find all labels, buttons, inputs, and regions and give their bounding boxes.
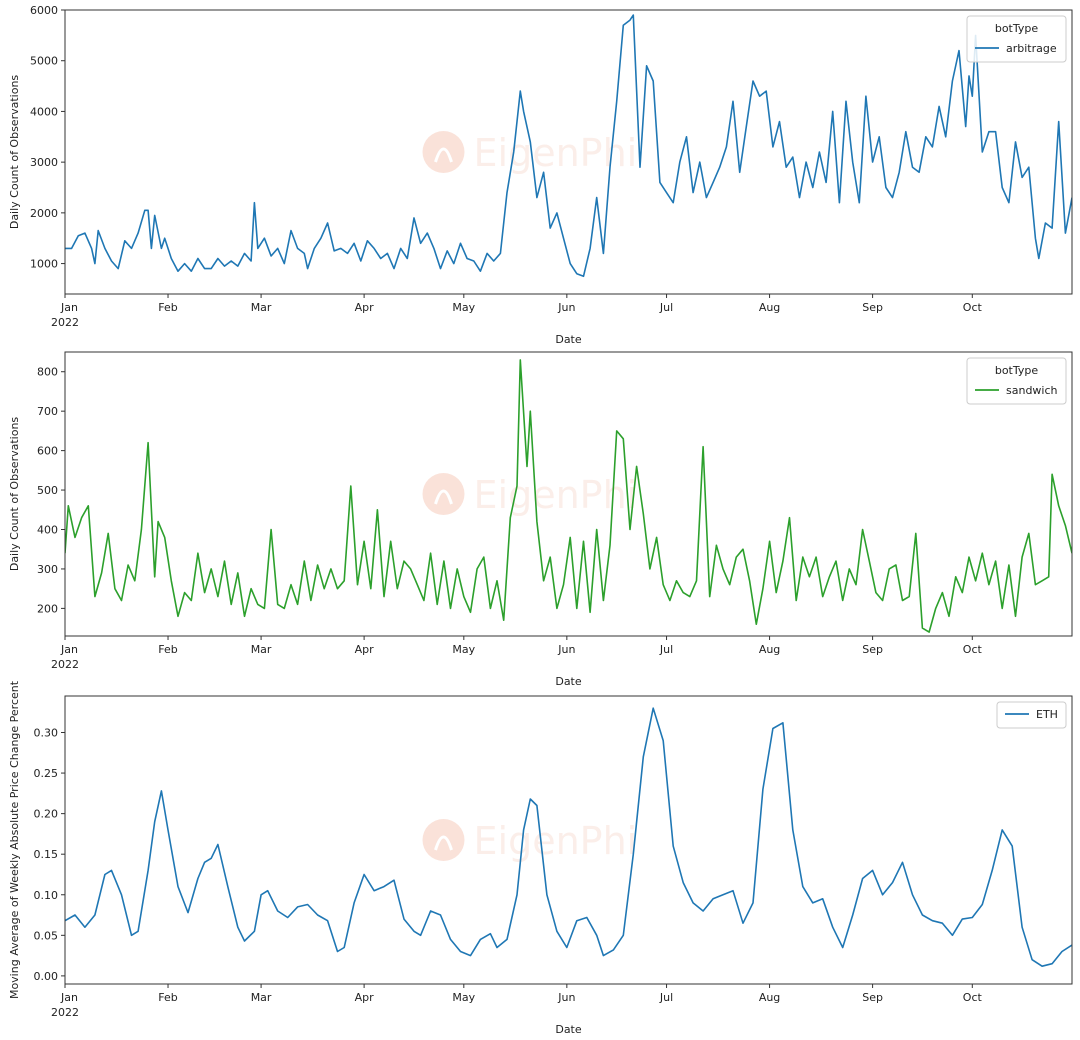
y-tick-label: 400	[37, 524, 58, 537]
x-tick-label: Jan	[60, 301, 78, 314]
x-tick-label: May	[452, 991, 475, 1004]
legend-label: sandwich	[1006, 384, 1058, 397]
x-year-label: 2022	[51, 658, 79, 671]
watermark-logo-mark	[434, 835, 453, 851]
x-tick-label: Oct	[963, 991, 983, 1004]
x-tick-label: Mar	[251, 643, 272, 656]
y-tick-label: 0.15	[34, 848, 59, 861]
x-tick-label: Jul	[659, 301, 673, 314]
watermark-text: EigenPhi	[474, 473, 638, 517]
x-tick-label: Jan	[60, 643, 78, 656]
series-line-eth	[65, 707, 1072, 967]
x-tick-label: Jun	[557, 991, 575, 1004]
watermark: EigenPhi	[422, 473, 638, 517]
x-tick-label: Sep	[862, 643, 883, 656]
watermark-logo-icon	[422, 473, 465, 515]
chart-panel-2: EigenPhi 200 300 400 500 600 700 800 Jan Feb Mar Ap…	[8, 351, 1073, 688]
y-tick-label: 0.20	[34, 808, 59, 821]
y-axis-title: Daily Count of Observations	[8, 417, 21, 572]
legend-box	[966, 15, 1067, 63]
legend: botType arbitrage	[966, 15, 1067, 63]
y-axis-title: Moving Average of Weekly Absolute Price …	[8, 680, 21, 999]
x-axis-title: Date	[555, 1023, 582, 1036]
x-year-label: 2022	[51, 316, 79, 329]
legend-box	[966, 357, 1067, 405]
legend-label: ETH	[1036, 708, 1058, 721]
legend-box	[996, 701, 1067, 729]
x-tick-label: Oct	[963, 643, 983, 656]
plot-frame	[64, 695, 1073, 985]
y-tick-label: 5000	[30, 55, 58, 68]
x-axis-title: Date	[555, 675, 582, 688]
x-tick-label: Mar	[251, 991, 272, 1004]
plot-frame	[64, 351, 1073, 637]
y-tick-label: 0.25	[34, 767, 59, 780]
legend-title: botType	[995, 364, 1039, 377]
x-tick-label: Sep	[862, 301, 883, 314]
y-tick-label: 6000	[30, 4, 58, 17]
y-tick-label: 200	[37, 602, 58, 615]
watermark-logo-icon	[422, 131, 465, 173]
plot-frame	[64, 9, 1073, 295]
y-axis-title: Daily Count of Observations	[8, 75, 21, 230]
chart-panel-3: EigenPhi 0.00 0.05 0.10 0.15 0.20 0.25 0.30 Jan F…	[8, 680, 1073, 1036]
y-tick-label: 600	[37, 445, 58, 458]
y-tick-label: 500	[37, 484, 58, 497]
legend: ETH	[996, 701, 1067, 729]
x-tick-label: Jul	[659, 643, 673, 656]
y-tick-label: 3000	[30, 156, 58, 169]
x-tick-label: Oct	[963, 301, 983, 314]
y-tick-label: 4000	[30, 105, 58, 118]
x-tick-label: Apr	[355, 643, 375, 656]
x-tick-label: May	[452, 643, 475, 656]
x-tick-label: Sep	[862, 991, 883, 1004]
x-axis-title: Date	[555, 333, 582, 346]
x-tick-label: Aug	[759, 643, 780, 656]
x-tick-label: Jun	[557, 643, 575, 656]
x-tick-label: Aug	[759, 991, 780, 1004]
y-tick-label: 0.30	[34, 727, 59, 740]
y-tick-label: 1000	[30, 258, 58, 271]
x-tick-label: Jul	[659, 991, 673, 1004]
x-tick-label: Apr	[355, 301, 375, 314]
legend-title: botType	[995, 22, 1039, 35]
x-tick-label: Feb	[158, 643, 177, 656]
watermark-logo-mark	[434, 489, 453, 505]
x-year-label: 2022	[51, 1006, 79, 1019]
x-tick-label: May	[452, 301, 475, 314]
x-tick-label: Apr	[355, 991, 375, 1004]
x-tick-label: Feb	[158, 301, 177, 314]
x-tick-label: Mar	[251, 301, 272, 314]
legend: botType sandwich	[966, 357, 1067, 405]
y-tick-label: 0.00	[34, 970, 59, 983]
legend-label: arbitrage	[1006, 42, 1057, 55]
x-tick-label: Jan	[60, 991, 78, 1004]
y-tick-label: 700	[37, 405, 58, 418]
y-tick-label: 800	[37, 366, 58, 379]
series-line-sandwich	[65, 359, 1072, 633]
watermark-text: EigenPhi	[474, 819, 638, 863]
x-tick-label: Feb	[158, 991, 177, 1004]
y-tick-label: 0.10	[34, 889, 59, 902]
y-tick-label: 2000	[30, 207, 58, 220]
series-line-arbitrage	[65, 14, 1072, 278]
x-tick-label: Jun	[557, 301, 575, 314]
y-tick-label: 0.05	[34, 929, 59, 942]
x-tick-label: Aug	[759, 301, 780, 314]
y-tick-label: 300	[37, 563, 58, 576]
watermark-logo-icon	[422, 819, 465, 861]
watermark-logo-mark	[434, 147, 453, 163]
watermark: EigenPhi	[422, 819, 638, 863]
